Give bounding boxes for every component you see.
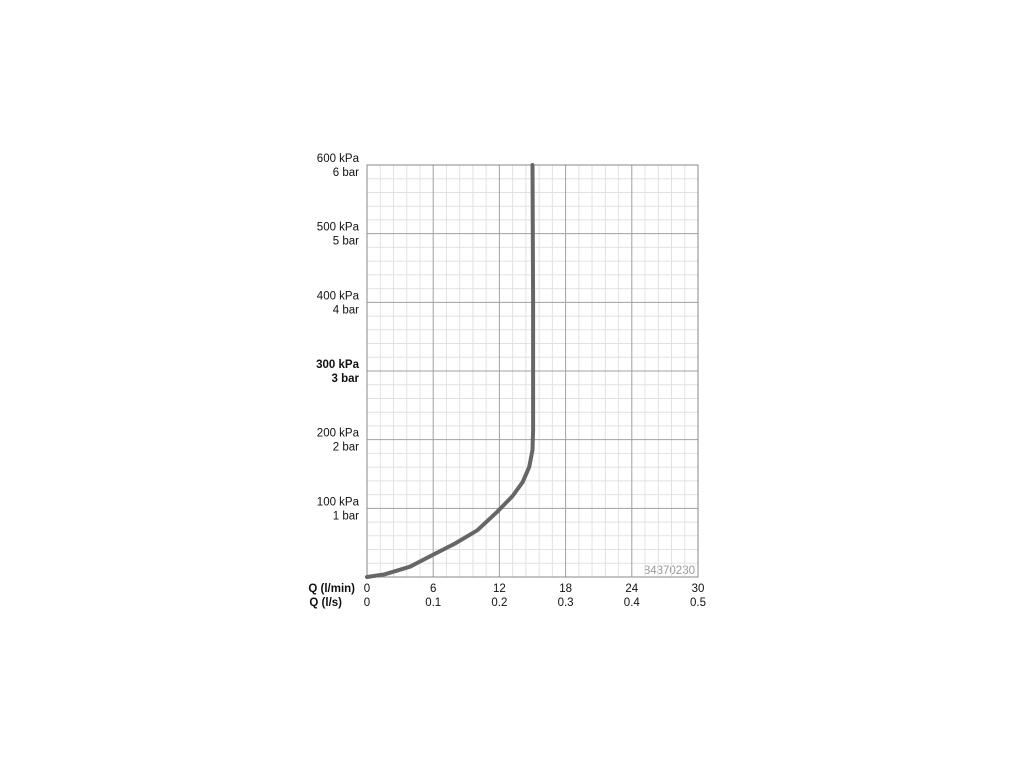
- x2-tick-label: 0.1: [425, 597, 441, 609]
- x2-tick-label: 0.5: [690, 597, 706, 609]
- y2-tick-label: 6 bar: [333, 167, 359, 179]
- x-tick-label: 18: [559, 583, 572, 595]
- x-tick-label: 6: [430, 583, 436, 595]
- x-tick-label: 0: [364, 583, 370, 595]
- x2-tick-label: 0: [364, 597, 370, 609]
- y2-tick-label: 1 bar: [333, 510, 359, 522]
- y-tick-label: 500 kPa: [317, 222, 360, 234]
- y-tick-label: 200 kPa: [317, 428, 360, 440]
- x-tick-label: 12: [493, 583, 506, 595]
- y-tick-label: 400 kPa: [317, 290, 360, 302]
- x2-tick-label: 0.2: [491, 597, 507, 609]
- y2-tick-label: 3 bar: [332, 373, 360, 385]
- y2-tick-label: 2 bar: [333, 442, 359, 454]
- y-tick-label: 100 kPa: [317, 496, 360, 508]
- x-tick-label: 24: [625, 583, 638, 595]
- y-tick-label: 600 kPa: [317, 153, 360, 165]
- annotation: 84370230: [644, 565, 695, 577]
- curve: [365, 163, 536, 579]
- x2-axis-title: Q (l/s): [309, 597, 342, 609]
- x-tick-label: 30: [692, 583, 705, 595]
- x-axis-title: Q (l/min): [308, 583, 355, 595]
- y2-tick-label: 4 bar: [333, 304, 359, 316]
- x2-tick-label: 0.4: [624, 597, 641, 609]
- y-tick-label: 300 kPa: [316, 359, 359, 371]
- x2-tick-label: 0.3: [558, 597, 574, 609]
- y2-tick-label: 5 bar: [333, 236, 359, 248]
